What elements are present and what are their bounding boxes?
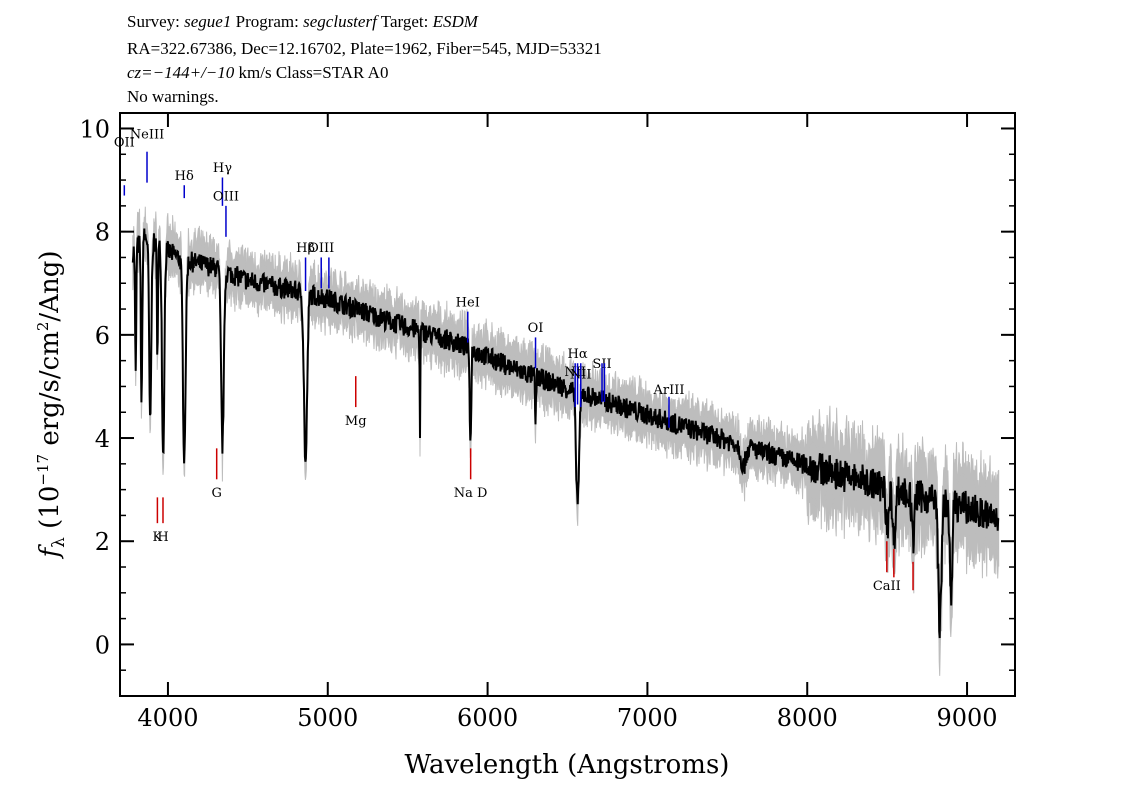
absorption-line-label: G: [211, 486, 221, 501]
redshift-value: cz=−144+/−10: [127, 63, 235, 82]
survey-value: segue1: [184, 12, 232, 31]
flux-series: [131, 228, 1000, 639]
emission-line-label: Hδ: [175, 169, 194, 184]
x-tick-label: 5000: [297, 704, 358, 732]
emission-line-label: Hγ: [213, 161, 232, 176]
emission-line-label: HeI: [456, 295, 480, 310]
target-label: Target:: [380, 12, 429, 31]
header-line-1: Survey: segue1 Program: segclusterf Targ…: [127, 11, 478, 32]
target-value: ESDM: [432, 12, 478, 31]
program-label: Program:: [235, 12, 299, 31]
axis-ticks: 4000 5000 6000 7000 8000 9000 0 2 4 6 8 10: [79, 113, 1015, 732]
absorption-line-label: H: [157, 530, 168, 545]
y-tick-label: 6: [95, 322, 110, 350]
program-value: segclusterf: [303, 12, 377, 31]
y-axis-label-pre: (10: [35, 486, 65, 538]
spectral-line-markers: OIINeIIIHδHγOIIIHβOIIIHeIOINIIHαNIISIIAr…: [114, 128, 914, 594]
plot-frame: [119, 112, 1016, 697]
header-line-4: No warnings.: [127, 87, 219, 106]
emission-line-label: OIII: [308, 241, 334, 256]
absorption-line-label: Mg: [345, 414, 367, 429]
emission-line-label: NeIII: [130, 128, 164, 143]
x-tick-label: 4000: [137, 704, 198, 732]
class-value: km/s Class=STAR A0: [234, 63, 389, 82]
y-tick-label: 0: [95, 631, 110, 659]
flux-line: [131, 228, 1000, 639]
y-tick-label: 2: [95, 528, 110, 556]
y-axis-label-exp: −17: [34, 454, 52, 486]
x-tick-label: 7000: [617, 704, 678, 732]
emission-line-label: SII: [592, 357, 611, 372]
emission-line-label: OI: [528, 321, 544, 336]
absorption-line-label: Na D: [454, 486, 488, 501]
emission-line-label: OIII: [213, 190, 239, 205]
y-tick-label: 8: [95, 219, 110, 247]
x-axis-label: Wavelength (Angstroms): [405, 750, 730, 780]
emission-line-label: NII: [570, 368, 592, 383]
header-line-2: RA=322.67386, Dec=12.16702, Plate=1962, …: [127, 39, 602, 58]
x-tick-label: 8000: [777, 704, 838, 732]
y-axis-label-post: /Ang): [35, 251, 65, 322]
y-tick-label: 4: [95, 425, 110, 453]
y-tick-label: 10: [79, 115, 110, 143]
x-tick-label: 9000: [937, 704, 998, 732]
survey-label: Survey:: [127, 12, 180, 31]
emission-line-label: Hβ: [296, 241, 315, 256]
y-axis-label: fλ (10−17 erg/s/cm2/Ang): [34, 251, 69, 560]
y-axis-label-exp2: 2: [34, 322, 52, 332]
header-line-3: cz=−144+/−10 km/s Class=STAR A0: [127, 62, 388, 83]
absorption-line-label: K: [153, 530, 163, 545]
emission-line-label: Hα: [568, 347, 588, 362]
y-axis-label-sub: λ: [49, 537, 69, 548]
y-axis-label-mid: erg/s/cm: [35, 331, 65, 454]
absorption-line-label: CaII: [873, 579, 901, 594]
emission-line-label: ArIII: [652, 383, 684, 398]
x-tick-label: 6000: [457, 704, 518, 732]
